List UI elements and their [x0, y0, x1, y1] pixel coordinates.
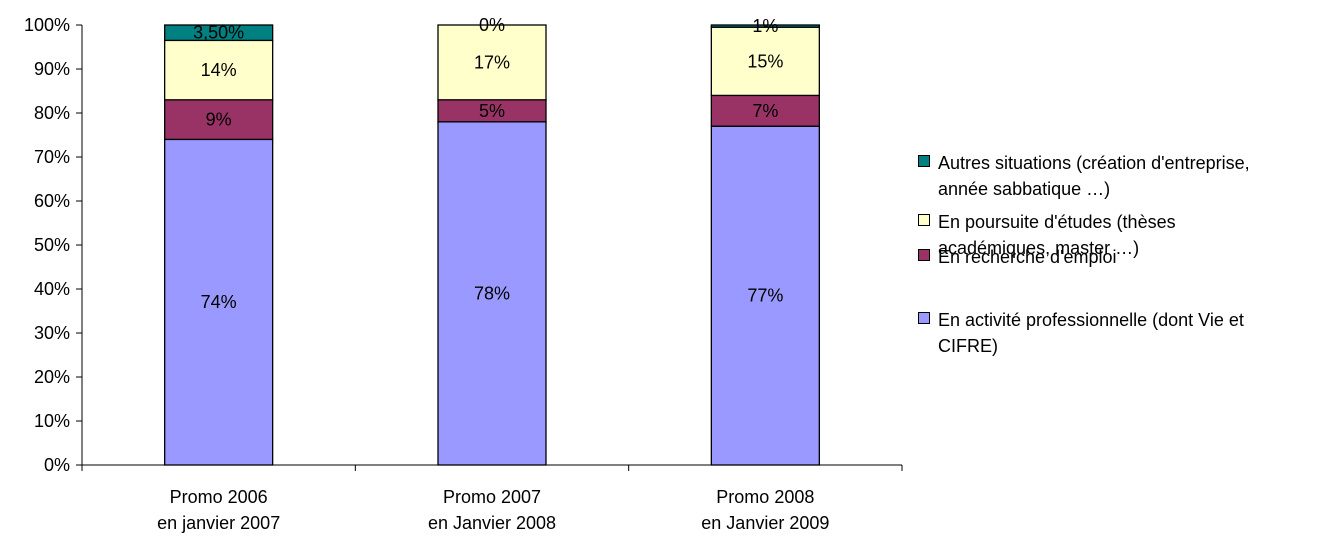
- bar-segment-en-recherche-d-emploi-3: [710, 94, 820, 127]
- data-label: 74%: [201, 292, 237, 312]
- legend-label-line: En recherche d'emploi: [938, 247, 1117, 267]
- y-tick-label: 60%: [34, 191, 70, 211]
- bar-segment-en-recherche-d-emploi-1: [164, 99, 274, 141]
- legend-swatch: [918, 312, 930, 324]
- data-label: 78%: [474, 283, 510, 303]
- y-tick-label: 90%: [34, 59, 70, 79]
- bar-segment-en-activite-professionnelle--3: [710, 125, 820, 466]
- x-tick-label: Promo 2008: [716, 487, 814, 507]
- y-tick-label: 20%: [34, 367, 70, 387]
- x-tick-label: Promo 2006: [170, 487, 268, 507]
- data-label: 77%: [747, 286, 783, 306]
- data-label: 15%: [747, 51, 783, 71]
- legend-label: En poursuite d'études (thèses académiques…: [938, 209, 1324, 261]
- y-tick-label: 10%: [34, 411, 70, 431]
- legend-label-line: Autres situations (création d'entreprise…: [938, 153, 1250, 173]
- legend-swatch: [918, 155, 930, 167]
- legend-swatch: [918, 249, 930, 261]
- axes-group: 0% 10% 20% 30% 40% 50% 60% 70% 80% 90% 100% Promo 2…: [24, 15, 903, 533]
- legend-label: En activité professionnelle (dont Vie et…: [938, 307, 1324, 359]
- y-tick-label: 100%: [24, 15, 70, 35]
- stacked-bar-chart: 74% 9% 14% 3,50% 78% 5% 17% 0% 77% 7% 15% 1% 0% 10% 2…: [24, 15, 903, 533]
- data-label: 14%: [201, 60, 237, 80]
- y-tick-label: 50%: [34, 235, 70, 255]
- x-tick-label: en janvier 2007: [157, 513, 280, 533]
- x-tick-label: en Janvier 2009: [701, 513, 829, 533]
- data-label: 3,50%: [193, 23, 244, 43]
- bar-segment-en-activite-professionnelle--1: [164, 138, 274, 466]
- data-label: 7%: [752, 101, 778, 121]
- bar-segment-en-poursuite-d-etudes-theses-3: [710, 26, 820, 97]
- y-tick-label: 30%: [34, 323, 70, 343]
- x-tick-label: en Janvier 2008: [428, 513, 556, 533]
- data-label: 5%: [479, 101, 505, 121]
- bar-segment-en-poursuite-d-etudes-theses-2: [437, 24, 547, 101]
- y-tick-label: 40%: [34, 279, 70, 299]
- bar-segment-autres-situations-creation-d-3: [710, 24, 820, 28]
- bar-segment-en-activite-professionnelle--2: [437, 121, 547, 466]
- data-label: 1%: [752, 16, 778, 36]
- legend-label-line: CIFRE): [938, 336, 998, 356]
- legend-label-line: En activité professionnelle (dont Vie et: [938, 310, 1244, 330]
- data-label: 0%: [479, 15, 505, 35]
- legend-label: Autres situations (création d'entreprise…: [938, 150, 1324, 202]
- legend-label: En recherche d'emploi: [938, 244, 1324, 270]
- legend-swatch: [918, 214, 930, 226]
- legend-label-line: En poursuite d'études (thèses: [938, 212, 1176, 232]
- x-tick-label: Promo 2007: [443, 487, 541, 507]
- legend: Autres situations (création d'entreprise…: [914, 0, 1324, 536]
- bars-group: 74% 9% 14% 3,50% 78% 5% 17% 0% 77% 7% 15% 1%: [164, 15, 820, 466]
- bar-segment-autres-situations-creation-d-1: [164, 24, 274, 42]
- y-tick-label: 80%: [34, 103, 70, 123]
- legend-label-line: académiques, master …): [938, 238, 1140, 258]
- data-label: 17%: [474, 52, 510, 72]
- data-label: 9%: [206, 110, 232, 130]
- y-tick-label: 0%: [44, 455, 70, 475]
- y-tick-label: 70%: [34, 147, 70, 167]
- legend-label-line: année sabbatique …): [938, 179, 1111, 199]
